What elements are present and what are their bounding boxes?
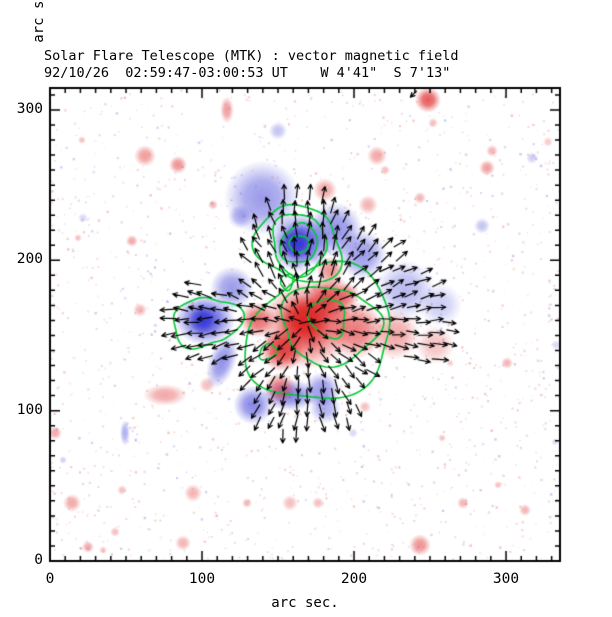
y-tick-label: 100 (16, 401, 43, 418)
y-axis-label: arc sec. (31, 0, 47, 43)
chart-subtitle: 92/10/26 02:59:47-03:00:53 UT W 4'41" S … (44, 65, 451, 81)
x-tick-label: 300 (492, 571, 520, 587)
y-tick-label: 200 (16, 251, 43, 268)
chart-title: Solar Flare Telescope (MTK) : vector mag… (44, 48, 459, 64)
y-tick-label: 300 (16, 100, 43, 117)
x-tick-label: 200 (340, 571, 368, 587)
x-tick-label: 100 (188, 571, 216, 587)
x-axis-label: arc sec. (271, 595, 339, 611)
y-tick-label: 0 (34, 552, 43, 568)
x-tick-label: 0 (45, 571, 55, 587)
